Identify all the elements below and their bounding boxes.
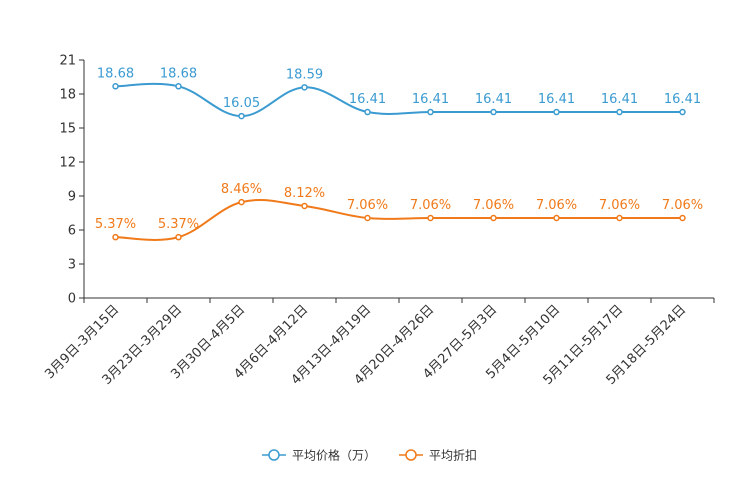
data-point [301,84,308,91]
data-label: 18.59 [286,67,323,82]
data-point [238,112,245,120]
legend[interactable]: 平均价格（万） 平均折扣 [262,448,477,463]
data-label: 7.06% [410,198,451,213]
data-point [238,198,245,206]
legend-item-1[interactable]: 平均价格（万） [262,448,376,463]
data-point [553,214,560,222]
legend-label: 平均折扣 [429,448,477,463]
data-label: 5.37% [95,217,136,232]
data-label: 16.41 [475,92,512,107]
y-tick-label: 0 [68,292,76,307]
data-point [175,83,182,90]
data-label: 5.37% [158,217,199,232]
legend-item-2[interactable]: 平均折扣 [399,448,477,463]
data-label: 7.06% [599,198,640,213]
data-point [112,83,119,90]
legend-label: 平均价格（万） [292,448,376,463]
y-tick-label: 3 [68,258,76,273]
data-point [490,214,497,222]
y-tick-label: 18 [59,88,76,103]
data-label: 18.68 [160,66,197,81]
data-point [364,214,371,222]
y-tick-label: 15 [59,122,76,137]
data-point [364,108,371,116]
y-tick-label: 21 [59,54,76,69]
data-label: 16.41 [664,92,701,107]
data-label: 16.41 [349,92,386,107]
data-label: 7.06% [536,198,577,213]
data-label: 7.06% [662,198,703,213]
data-point [427,214,434,222]
data-label: 8.46% [221,182,262,197]
y-tick-label: 6 [68,224,76,239]
data-label: 7.06% [347,198,388,213]
data-point [490,108,497,116]
data-point [301,202,308,210]
data-label: 8.12% [284,186,325,201]
data-point [553,108,560,116]
data-point [112,233,119,241]
data-point [616,214,623,222]
data-label: 16.41 [601,92,638,107]
series-layer: 18.68 18.68 16.05 18.59 16.41 16.41 16.41 16.41… [95,66,703,241]
y-tick-label: 9 [68,190,76,205]
data-label: 16.41 [412,92,449,107]
y-tick-label: 12 [59,156,76,171]
data-label: 16.05 [223,96,260,111]
series-2: 5.37% 5.37% 8.46% 8.12% 7.06% 7.06% 7.06% 7.06%… [95,182,703,241]
data-point [175,233,182,241]
data-label: 7.06% [473,198,514,213]
data-label: 16.41 [538,92,575,107]
data-point [679,214,686,222]
data-point [679,108,686,116]
data-point [427,108,434,116]
series-line [115,198,683,241]
legend-marker-icon [405,449,417,461]
series-line [115,82,683,118]
data-point [616,108,623,116]
legend-marker-icon [268,449,280,461]
data-label: 18.68 [97,66,134,81]
series-1: 18.68 18.68 16.05 18.59 16.41 16.41 16.41 16.41… [97,66,701,120]
